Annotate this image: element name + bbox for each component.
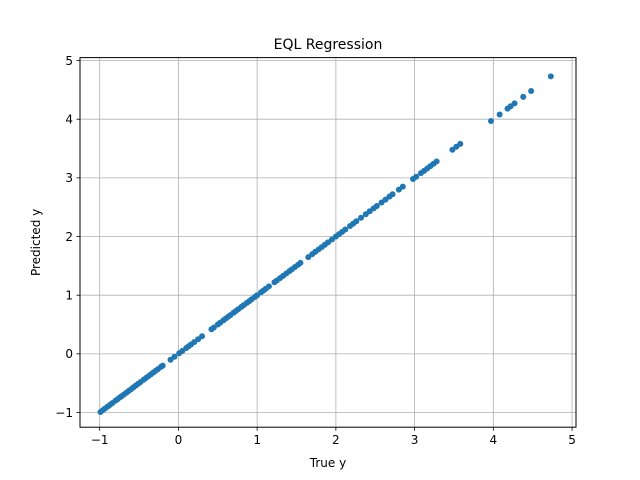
data-point: [528, 88, 535, 95]
data-point: [265, 283, 272, 290]
data-point: [199, 333, 206, 340]
data-point: [433, 158, 440, 165]
data-point: [171, 353, 178, 360]
x-tick-label: 3: [411, 433, 419, 447]
y-tick-label: 4: [65, 113, 73, 127]
x-tick-label: 5: [568, 433, 576, 447]
data-point: [358, 214, 365, 221]
y-tick-label: 5: [65, 54, 73, 68]
data-point: [353, 218, 360, 225]
data-point: [399, 183, 406, 190]
x-tick-label: −1: [91, 433, 109, 447]
x-tick-label: 1: [253, 433, 261, 447]
ticks: −1 0 1 2 3 4 5 −1 0 1 2 3 4 5: [55, 54, 576, 447]
y-axis-label: Predicted y: [29, 209, 43, 276]
data-point: [373, 203, 380, 210]
data-point: [511, 100, 518, 107]
data-point: [496, 111, 503, 118]
data-point: [297, 259, 304, 266]
data-point: [487, 117, 494, 124]
x-tick-label: 4: [490, 433, 498, 447]
data-point: [413, 173, 420, 180]
y-tick-label: 0: [65, 347, 73, 361]
data-point: [547, 73, 554, 80]
y-tick-label: −1: [55, 406, 73, 420]
data-point: [159, 362, 166, 369]
x-tick-label: 2: [332, 433, 340, 447]
data-point: [342, 226, 349, 233]
data-points: [97, 73, 554, 415]
data-point: [389, 191, 396, 198]
chart-title: EQL Regression: [274, 37, 383, 53]
x-tick-label: 0: [175, 433, 183, 447]
y-tick-label: 3: [65, 171, 73, 185]
y-tick-label: 1: [65, 289, 73, 303]
x-axis-label: True y: [309, 456, 346, 470]
y-tick-label: 2: [65, 230, 73, 244]
data-point: [457, 140, 464, 147]
plot-frame: [79, 57, 577, 428]
data-point: [520, 93, 527, 100]
